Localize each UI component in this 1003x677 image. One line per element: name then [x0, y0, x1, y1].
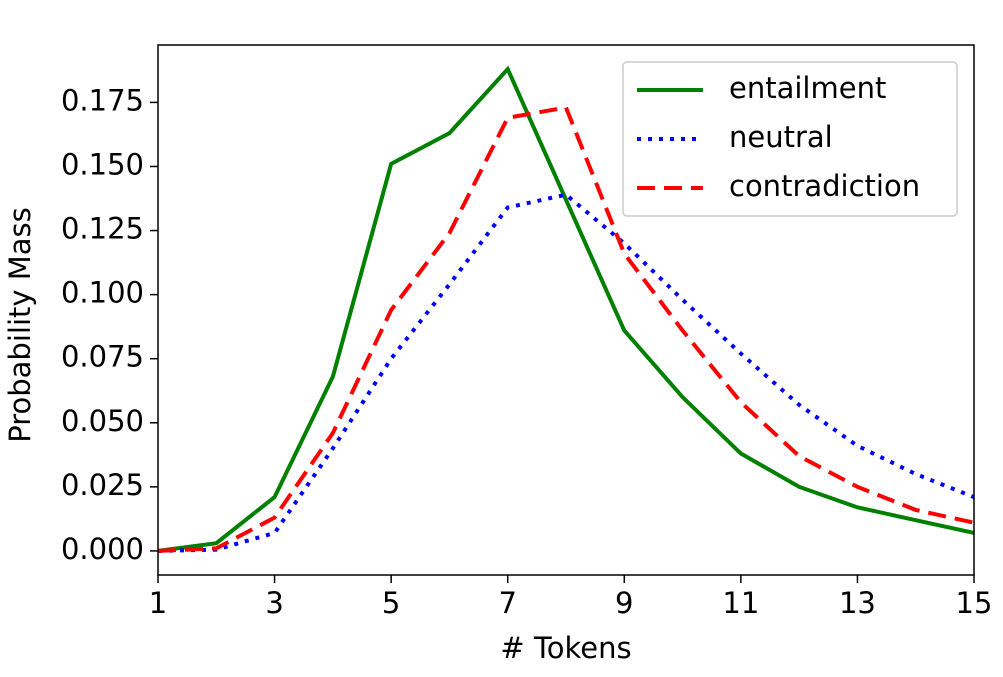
series-line — [157, 105, 975, 553]
legend-label: contradiction — [729, 169, 920, 203]
x-tick-label: 3 — [265, 586, 283, 620]
x-tick-label: 15 — [956, 586, 993, 620]
x-tick-label: 1 — [149, 586, 167, 620]
x-tick-label: 9 — [615, 586, 633, 620]
x-tick-label: 7 — [498, 586, 516, 620]
series-line — [157, 192, 975, 553]
legend-label: entailment — [729, 71, 886, 105]
x-tick-label: 5 — [382, 586, 400, 620]
y-tick-label: 0.150 — [61, 147, 144, 181]
y-tick-label: 0.000 — [61, 532, 144, 566]
x-axis-label: # Tokens — [500, 631, 631, 665]
legend-box — [622, 61, 958, 217]
x-tick-label: 11 — [722, 586, 759, 620]
y-tick-label: 0.100 — [61, 276, 144, 310]
y-axis-label: Probability Mass — [3, 207, 37, 443]
y-tick-label: 0.125 — [61, 212, 144, 246]
y-tick-label: 0.075 — [61, 340, 144, 374]
legend-label: neutral — [729, 120, 833, 154]
x-tick-label: 13 — [839, 586, 876, 620]
y-tick-label: 0.050 — [61, 404, 144, 438]
series-line — [157, 65, 975, 553]
y-tick-label: 0.175 — [61, 83, 144, 117]
y-tick-label: 0.025 — [61, 468, 144, 502]
plot-frame — [157, 44, 975, 576]
